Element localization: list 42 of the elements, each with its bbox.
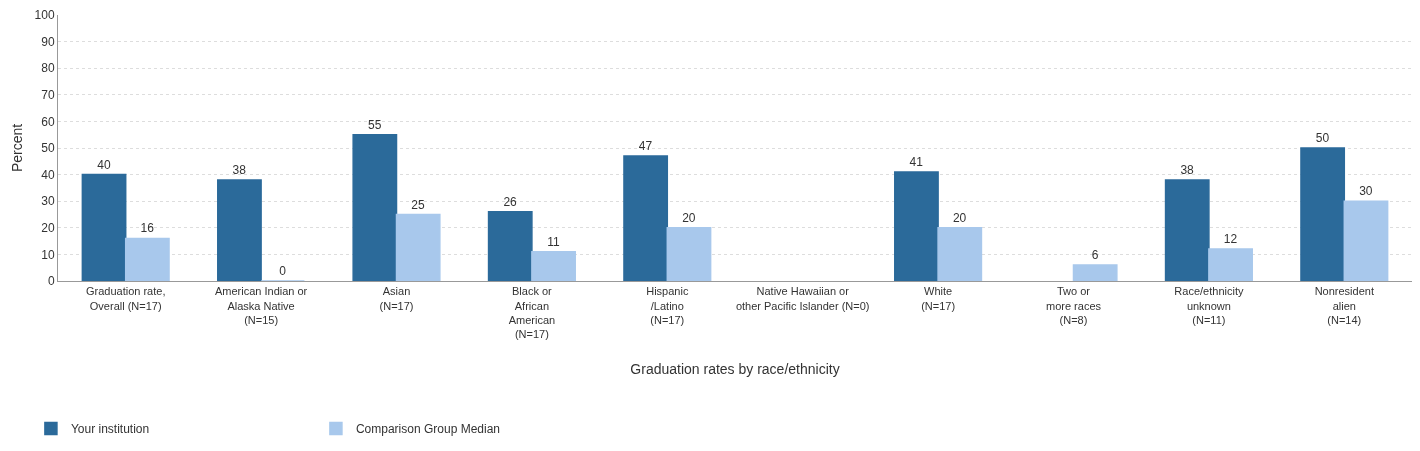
data-label: 6 — [1091, 248, 1099, 263]
data-label: 11 — [547, 234, 560, 249]
y-tick-label: 0 — [47, 274, 55, 289]
data-label: 41 — [909, 154, 924, 169]
y-tick-label: 60 — [41, 114, 55, 129]
data-label: 25 — [411, 197, 425, 212]
data-label: 30 — [1359, 184, 1373, 199]
y-axis-title: Percent — [9, 123, 26, 173]
x-tick-label: Nonresident alien (N=14) — [1314, 285, 1374, 326]
x-tick-label: Black or African American (N=17) — [508, 285, 556, 341]
x-tick-label: Graduation rate, Overall (N=17) — [85, 285, 166, 312]
y-tick-label: 100 — [34, 8, 55, 23]
data-label: 38 — [232, 162, 247, 177]
data-label: 12 — [1223, 232, 1238, 247]
y-tick-label: 90 — [41, 34, 55, 49]
y-tick-label: 80 — [41, 61, 55, 76]
data-label: 20 — [952, 210, 967, 225]
legend-label: Comparison Group Median — [355, 422, 500, 437]
x-tick-label: Asian (N=17) — [379, 285, 414, 312]
x-tick-label: Race/ethnicity unknown (N=11) — [1174, 285, 1244, 326]
x-tick-label: American Indian or Alaska Native (N=15) — [214, 285, 308, 326]
data-label: 0 — [279, 264, 287, 278]
data-label: 40 — [97, 157, 111, 172]
data-label: 55 — [368, 117, 382, 132]
data-label: 47 — [638, 138, 653, 153]
x-tick-label: Native Hawaiian or other Pacific Islander (N=0) — [735, 285, 870, 312]
y-tick-label: 40 — [41, 167, 55, 182]
y-tick-label: 20 — [41, 221, 55, 235]
y-tick-label: 70 — [41, 88, 55, 102]
x-tick-label: White (N=17) — [921, 285, 956, 312]
data-label: 50 — [1315, 131, 1330, 145]
x-tick-label: Two or more races (N=8) — [1045, 285, 1102, 326]
legend-label: Your institution — [70, 422, 150, 437]
data-label: 20 — [682, 210, 696, 225]
y-tick-label: 50 — [41, 141, 55, 156]
x-axis-title: Graduation rates by race/ethnicity — [630, 361, 840, 378]
data-label: 38 — [1180, 162, 1195, 177]
data-label: 16 — [140, 221, 155, 236]
x-tick-label: Hispanic /Latino (N=17) — [646, 285, 689, 326]
data-label: 26 — [503, 194, 518, 209]
y-tick-label: 30 — [41, 194, 55, 209]
y-tick-label: 10 — [41, 247, 55, 262]
